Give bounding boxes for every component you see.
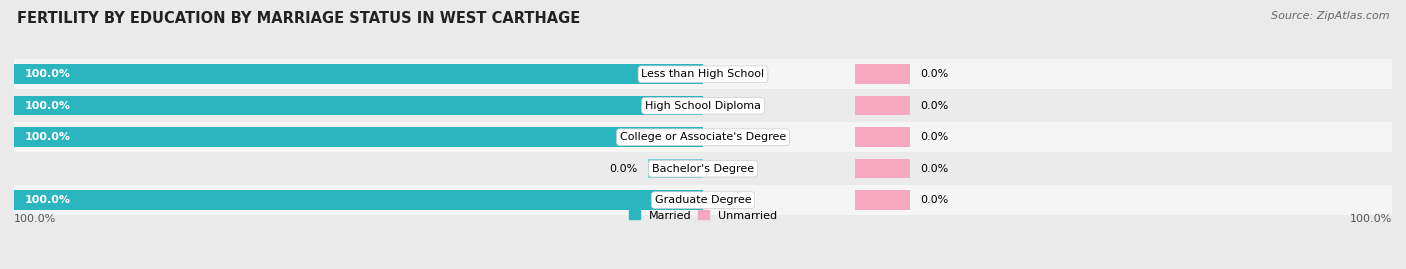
Text: 0.0%: 0.0% [920, 69, 948, 79]
Text: Graduate Degree: Graduate Degree [655, 195, 751, 205]
Text: 0.0%: 0.0% [609, 164, 637, 174]
Text: 100.0%: 100.0% [1350, 214, 1392, 224]
Bar [14, 128, 703, 147]
Bar [855, 190, 910, 210]
Bar [14, 91, 1392, 121]
Bar [14, 96, 703, 115]
Bar [14, 122, 1392, 152]
Text: High School Diploma: High School Diploma [645, 101, 761, 111]
Bar [703, 159, 758, 178]
Bar [703, 128, 758, 147]
Bar [648, 159, 703, 178]
Text: 100.0%: 100.0% [24, 101, 70, 111]
Legend: Married, Unmarried: Married, Unmarried [624, 206, 782, 225]
Bar [14, 154, 1392, 183]
Text: 100.0%: 100.0% [24, 69, 70, 79]
Bar [703, 96, 758, 115]
Bar [14, 185, 1392, 215]
Bar [14, 190, 703, 210]
Text: 0.0%: 0.0% [920, 101, 948, 111]
Text: FERTILITY BY EDUCATION BY MARRIAGE STATUS IN WEST CARTHAGE: FERTILITY BY EDUCATION BY MARRIAGE STATU… [17, 11, 581, 26]
Bar [855, 96, 910, 115]
Bar [14, 59, 1392, 89]
Text: College or Associate's Degree: College or Associate's Degree [620, 132, 786, 142]
Bar [703, 190, 758, 210]
Text: 0.0%: 0.0% [920, 195, 948, 205]
Text: 0.0%: 0.0% [920, 132, 948, 142]
Text: 100.0%: 100.0% [24, 195, 70, 205]
Text: 0.0%: 0.0% [920, 164, 948, 174]
Text: Bachelor's Degree: Bachelor's Degree [652, 164, 754, 174]
Text: Less than High School: Less than High School [641, 69, 765, 79]
Bar [703, 65, 758, 84]
Bar [855, 128, 910, 147]
Text: 100.0%: 100.0% [14, 214, 56, 224]
Bar [855, 159, 910, 178]
Text: 100.0%: 100.0% [24, 132, 70, 142]
Bar [14, 65, 703, 84]
Text: Source: ZipAtlas.com: Source: ZipAtlas.com [1271, 11, 1389, 21]
Bar [855, 65, 910, 84]
